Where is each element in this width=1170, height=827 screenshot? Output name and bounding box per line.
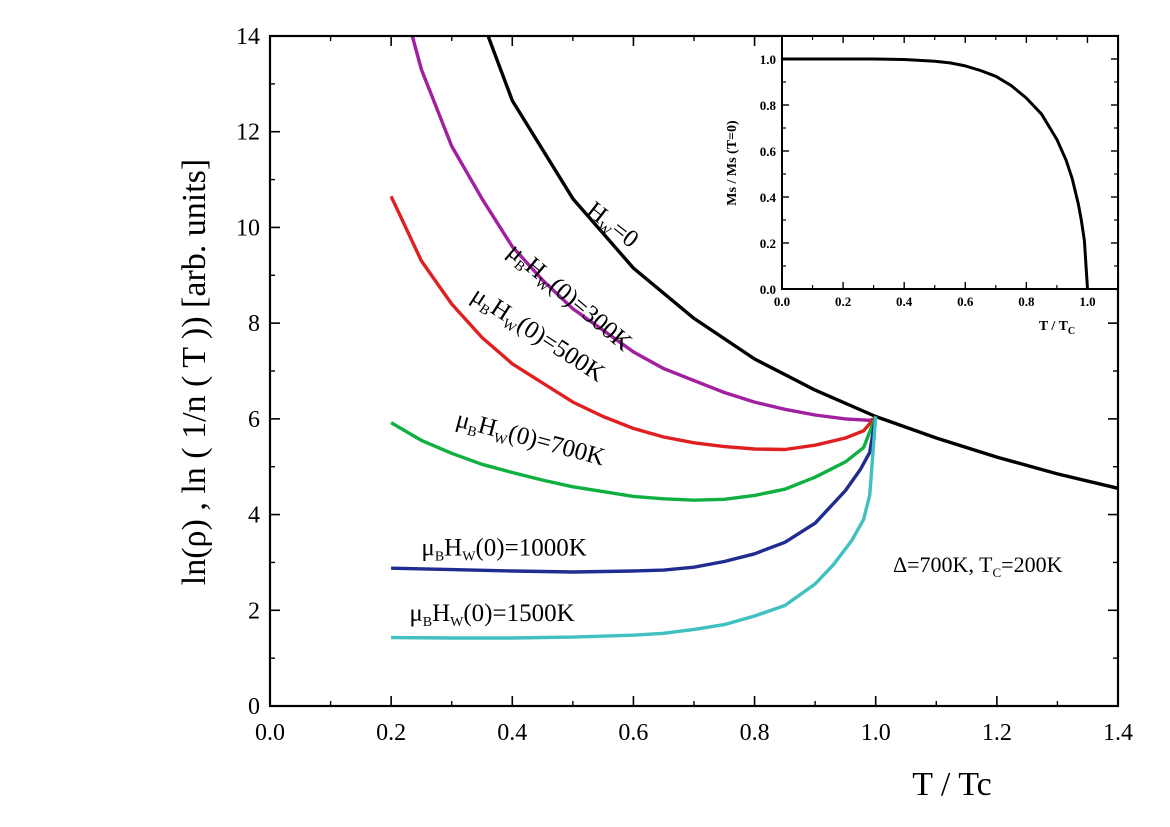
inset-y-tick-label: 0.4: [760, 190, 777, 205]
series-label-mu-sub: B: [465, 424, 478, 441]
series-label-rest: (0)=700K: [505, 420, 607, 472]
x-tick-label: 0.6: [618, 720, 648, 746]
y-tick-label: 4: [248, 503, 260, 529]
inset-series-line-0: [782, 57, 1089, 290]
x-tick-label: 0.8: [740, 720, 770, 746]
series-line-1: [410, 36, 877, 422]
inset-x-tick-label: 0.4: [896, 294, 913, 309]
inset-background: [782, 36, 1118, 289]
inset-y-tick-label: 0.0: [760, 282, 776, 297]
inset-frame: [781, 35, 1119, 290]
y-axis-title: ln(ρ) , ln ( 1/n ( T )) [arb. units]: [176, 159, 213, 585]
y-tick-label: 8: [248, 311, 260, 337]
inset-x-tick-label: 1.0: [1079, 294, 1095, 309]
series-line-2: [389, 195, 877, 452]
x-tick-label: 0.0: [255, 720, 285, 746]
inset-chart: 0.0 0.2 0.4 0.6 0.8 1.0 0.0 0.2 0.4 0.6 0.8 1.0 T / …: [725, 35, 1119, 337]
y-tick-label: 6: [248, 407, 260, 433]
inset-y-tick-label: 0.6: [760, 144, 777, 159]
inset-y-tick-label: 0.2: [760, 236, 776, 251]
annotation-suffix: =200K: [1001, 552, 1062, 577]
inset-x-axis-title: T / TC: [1039, 319, 1075, 337]
annotation-sub: C: [992, 565, 1001, 580]
inset-y-tick-label: 1.0: [760, 52, 776, 67]
series-label-rest: (0)=1000K: [475, 534, 586, 561]
series-label-rest: (0)=1500K: [463, 600, 574, 627]
y-tick-label: 2: [248, 598, 260, 624]
series-label-mu-sub: B: [435, 549, 444, 564]
series-label-5: μBHW(0)=1500K: [409, 600, 574, 630]
inset-x-tick-label: 0.0: [774, 294, 790, 309]
series-label-mu-sub: B: [423, 615, 432, 630]
x-tick-label: 1.4: [1103, 720, 1133, 746]
inset-x-tick-label: 0.8: [1018, 294, 1035, 309]
series-label-4: μBHW(0)=1000K: [421, 534, 586, 564]
x-axis-title: T / Tc: [912, 766, 991, 803]
series-line-5: [391, 416, 878, 640]
x-tick-label: 1.2: [982, 720, 1012, 746]
inset-x-tick-label: 0.6: [957, 294, 974, 309]
series-line-3: [390, 415, 878, 502]
series-label-main: H: [432, 600, 450, 627]
annotation-prefix: Δ=700K, T: [893, 552, 993, 577]
inset-y-tick-label: 0.8: [760, 98, 777, 113]
inset-x-title-sub: C: [1068, 326, 1075, 337]
inset-x-tick-label: 0.2: [835, 294, 851, 309]
series-label-mu: μ: [421, 534, 434, 561]
inset-y-axis-title: Ms / Ms (T=0): [725, 120, 740, 206]
series-label-rest: =0: [606, 216, 644, 254]
x-tick-label: 1.0: [861, 720, 891, 746]
y-tick-label: 14: [236, 24, 260, 50]
series-line-4: [391, 416, 878, 574]
series-line-0: [486, 36, 1118, 490]
x-tick-label: 0.2: [376, 720, 406, 746]
series-label-0: HW=0: [579, 197, 643, 256]
annotation-parameters: Δ=700K, TC=200K: [893, 552, 1063, 580]
plot-frame: [268, 34, 1120, 708]
series-label-sub: W: [450, 615, 464, 630]
series-label-3: μBHW(0)=700K: [452, 406, 607, 475]
series-label-sub: W: [492, 431, 509, 449]
y-tick-label: 0: [248, 694, 260, 720]
inset-x-title-prefix: T / T: [1039, 319, 1069, 334]
series-label-main: H: [444, 534, 462, 561]
series-label-mu: μ: [409, 600, 422, 627]
y-tick-label: 10: [236, 215, 260, 241]
x-tick-label: 0.4: [497, 720, 527, 746]
y-tick-label: 12: [236, 120, 260, 146]
series-label-sub: W: [462, 549, 476, 564]
